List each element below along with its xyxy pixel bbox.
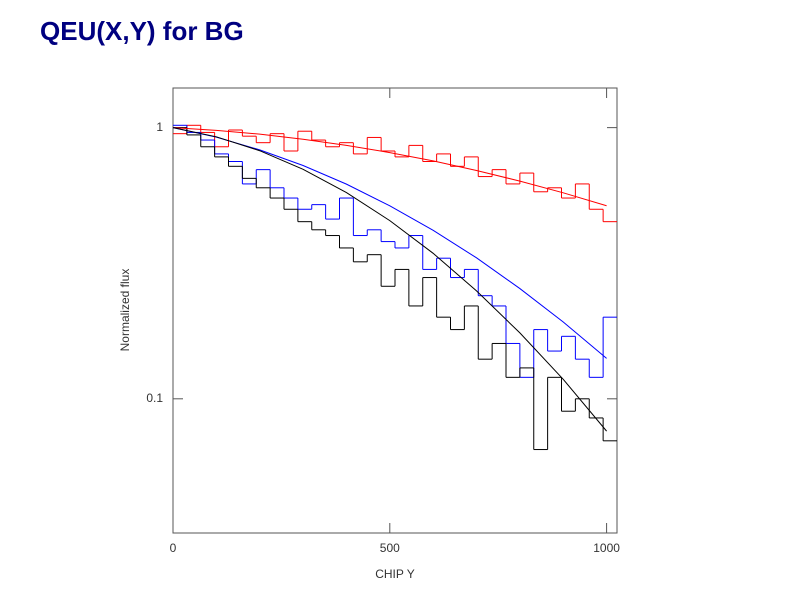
fit-curve bbox=[172, 127, 607, 207]
fit-curve bbox=[172, 127, 607, 432]
y-axis-label: Normalized flux bbox=[118, 269, 132, 352]
y-tick-label: 1 bbox=[156, 120, 163, 134]
plot-frame bbox=[172, 87, 618, 534]
y-tick-label: 0.1 bbox=[146, 391, 163, 405]
x-axis-label: CHIP Y bbox=[375, 567, 415, 581]
x-tick-label: 0 bbox=[170, 541, 177, 555]
fit-curve bbox=[172, 127, 607, 359]
chart-title: QEU(X,Y) for BG bbox=[40, 16, 244, 46]
x-tick-label: 500 bbox=[380, 541, 400, 555]
x-tick-label: 1000 bbox=[593, 541, 620, 555]
